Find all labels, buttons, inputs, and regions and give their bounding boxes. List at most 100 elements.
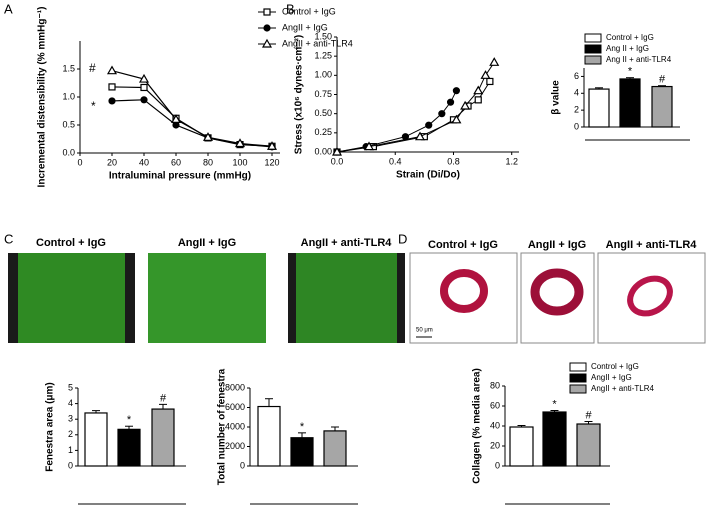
x-axis-label: Intraluminal pressure (mmHg) [109, 171, 251, 182]
marker-triangle [451, 114, 462, 124]
annotation: * [91, 99, 96, 113]
micrograph-border [397, 253, 405, 343]
marker-triangle [170, 114, 182, 123]
marker-triangle [480, 70, 491, 79]
scale-bar-label: 50 μm [416, 328, 433, 334]
micrographs-c: Control + IgG AngII + IgG AngII + anti-T… [8, 237, 405, 343]
legend-label: Ang II + IgG [606, 44, 649, 53]
chart: 0 20 40 60 80 Collagen (% media area) * # Contro… [472, 362, 654, 505]
significance-marker: * [552, 398, 557, 410]
x-tick-label: 0.0 [331, 156, 344, 166]
y-axis-label: Total number of fenestra [217, 368, 228, 485]
y-tick-label: 3 [68, 414, 73, 424]
bar [542, 411, 567, 467]
x-tick-label: 60 [171, 157, 181, 167]
y-tick-label: 2 [68, 429, 73, 439]
legend-marker [261, 38, 273, 48]
panel-label: A [4, 1, 13, 16]
marker-triangle [331, 146, 343, 156]
y-tick-label: 0.5 [62, 119, 75, 129]
y-tick-label: 6 [574, 71, 579, 81]
legend-label: AngII + anti-TLR4 [282, 38, 353, 48]
legend-marker [263, 24, 271, 32]
y-tick-label: 1.0 [62, 91, 75, 101]
bar [323, 430, 347, 467]
marker-triangle [138, 73, 150, 83]
y-axis-label: β value [551, 80, 562, 115]
y-tick-label: 5 [68, 382, 73, 392]
x-tick-label: 100 [232, 157, 247, 167]
x-tick-label: 0 [77, 157, 82, 167]
y-tick-label: 0.75 [314, 89, 332, 99]
y-tick-label: 1.00 [314, 70, 332, 80]
legend-label: Control + IgG [606, 33, 654, 42]
y-axis-label: Collagen (% media area) [472, 368, 483, 484]
y-tick-label: 1.5 [62, 63, 75, 73]
vessel-ring [627, 275, 673, 317]
legend-swatch [569, 373, 587, 383]
y-tick-label: 80 [490, 380, 500, 390]
marker-triangle [363, 141, 375, 151]
y-tick-label: 0.50 [314, 108, 332, 118]
micrograph-border [8, 253, 18, 343]
y-tick-label: 1.25 [314, 51, 332, 61]
y-tick-label: 6000 [225, 402, 245, 412]
y-tick-label: 0 [68, 460, 73, 470]
significance-marker: * [300, 421, 305, 433]
image-title: Control + IgG [428, 239, 498, 251]
marker-triangle [106, 65, 118, 75]
legend-label: AngII + anti-TLR4 [591, 384, 654, 393]
micrographs-d: 50 μm Control + IgG AngII + IgG AngII + … [409, 239, 706, 344]
series-line [111, 99, 273, 148]
y-axis-label: Stress (x10⁶ dynes·cm⁻²) [294, 35, 305, 154]
x-tick-label: 120 [264, 157, 279, 167]
image-title: AngII + IgG [178, 237, 236, 249]
y-tick-label: 0 [240, 460, 245, 470]
panel-label: B [286, 1, 295, 16]
bar [257, 405, 281, 467]
bar [588, 88, 610, 128]
bar [576, 423, 601, 467]
legend-label: Control + IgG [282, 6, 336, 16]
legend-swatch [584, 55, 602, 65]
y-tick-label: 0.0 [62, 147, 75, 157]
y-tick-label: 2000 [225, 441, 245, 451]
micrograph [8, 253, 135, 343]
micrograph-border [125, 253, 135, 343]
significance-marker: * [628, 66, 633, 78]
y-tick-label: 20 [490, 440, 500, 450]
vessel-ring [530, 268, 584, 316]
marker-circle [140, 96, 148, 104]
y-axis-label: Incremental distensibility (% mmHg⁻¹) [37, 7, 48, 188]
marker-square [108, 83, 116, 91]
bar [619, 78, 641, 128]
legend-label: AngII + IgG [591, 373, 632, 382]
y-tick-label: 0 [574, 121, 579, 131]
y-tick-label: 0.25 [314, 127, 332, 137]
vessel-ring [440, 269, 488, 313]
significance-marker: # [585, 409, 592, 421]
y-tick-label: 1.50 [314, 31, 332, 41]
legend-label: Ang II + anti-TLR4 [606, 55, 672, 64]
y-tick-label: 4 [68, 398, 73, 408]
series-line [111, 70, 273, 147]
y-tick-label: 1 [68, 445, 73, 455]
x-tick-label: 1.2 [505, 156, 518, 166]
y-tick-label: 40 [490, 420, 500, 430]
y-tick-label: 8000 [225, 382, 245, 392]
y-tick-label: 2 [574, 105, 579, 115]
series-line [336, 90, 457, 153]
x-tick-label: 20 [107, 157, 117, 167]
marker-circle [425, 121, 433, 129]
marker-square [140, 83, 148, 92]
legend-label: Control + IgG [591, 362, 639, 371]
series-line [336, 81, 491, 153]
x-tick-label: 0.4 [389, 156, 402, 166]
marker-circle [108, 97, 116, 105]
marker-triangle [460, 100, 471, 110]
chart: 0 2 4 6 β value * # Control + IgG Ang II + IgG An… [551, 33, 690, 141]
bar [84, 412, 108, 467]
